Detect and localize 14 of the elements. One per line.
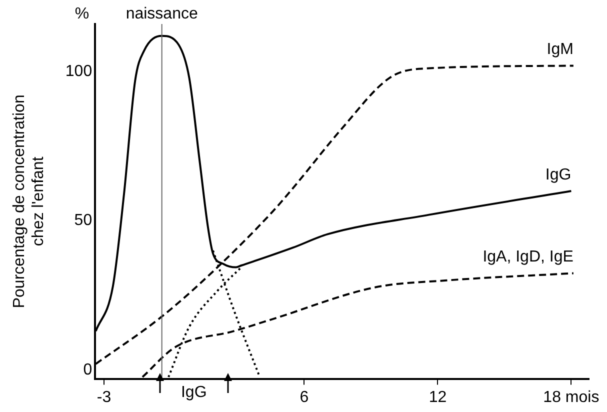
x-tick-label: 12 bbox=[428, 388, 447, 406]
y-tick-label: 0 bbox=[83, 361, 92, 378]
series-label: IgA, IgD, IgE bbox=[482, 248, 574, 266]
series-label: IgG bbox=[545, 166, 572, 184]
series-label: IgM bbox=[546, 41, 574, 58]
y-tick-label: 50 bbox=[74, 212, 92, 230]
x-tick-label: 18 mois bbox=[543, 388, 600, 406]
text: IgG bbox=[180, 384, 207, 402]
ref-line-label: naissance bbox=[126, 5, 198, 22]
text: % bbox=[74, 5, 90, 22]
x-tick-label: -3 bbox=[96, 388, 112, 406]
x-tick-label: 6 bbox=[300, 388, 309, 406]
y-axis-title: Pourcentage de concentration chez l'enfant bbox=[11, 94, 48, 308]
y-tick-label: 100 bbox=[65, 63, 92, 80]
